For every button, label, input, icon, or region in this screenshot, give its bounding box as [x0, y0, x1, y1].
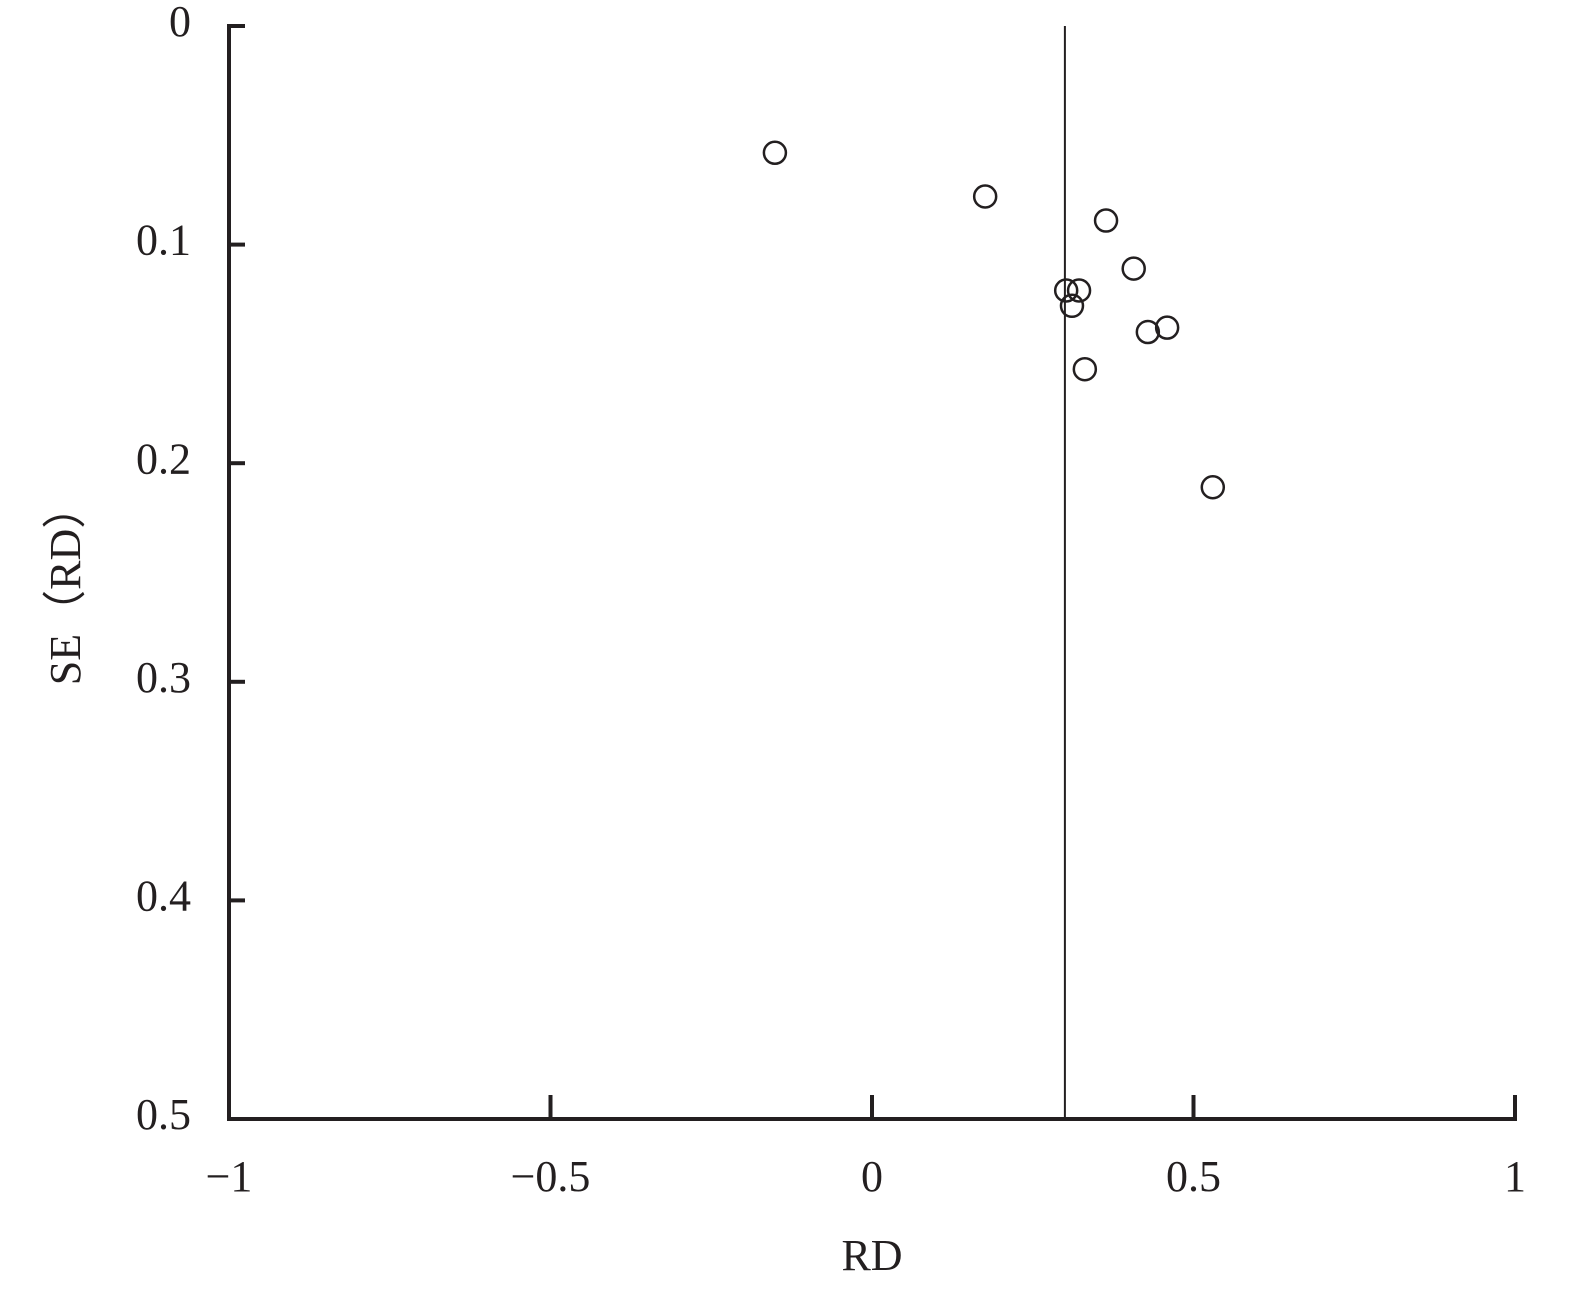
point [1154, 315, 1180, 340]
x-tick-label: −0.5 [511, 1152, 591, 1201]
point [1072, 356, 1098, 382]
point [762, 140, 788, 166]
point [1059, 293, 1085, 319]
point [1053, 278, 1079, 303]
y-axis-label: SE（RD） [41, 485, 90, 685]
y-tick-label: 0.5 [136, 1090, 191, 1139]
point [972, 184, 998, 209]
x-tick-label: −1 [206, 1152, 253, 1201]
x-tick-label: 0 [861, 1152, 883, 1201]
y-tick-label: 0.2 [136, 434, 191, 483]
point [1121, 256, 1146, 281]
y-tick-label: 0.4 [136, 871, 191, 920]
x-tick-label: 1 [1504, 1152, 1526, 1201]
point [1135, 319, 1161, 345]
point [1093, 208, 1119, 233]
y-tick-label: 0.3 [136, 653, 191, 702]
point [1200, 474, 1226, 500]
x-tick-label: 0.5 [1166, 1152, 1221, 1201]
y-tick-label: 0.1 [136, 216, 191, 265]
point [1066, 278, 1092, 303]
x-axis-label: RD [841, 1231, 902, 1280]
y-tick-label: 0 [169, 0, 191, 46]
